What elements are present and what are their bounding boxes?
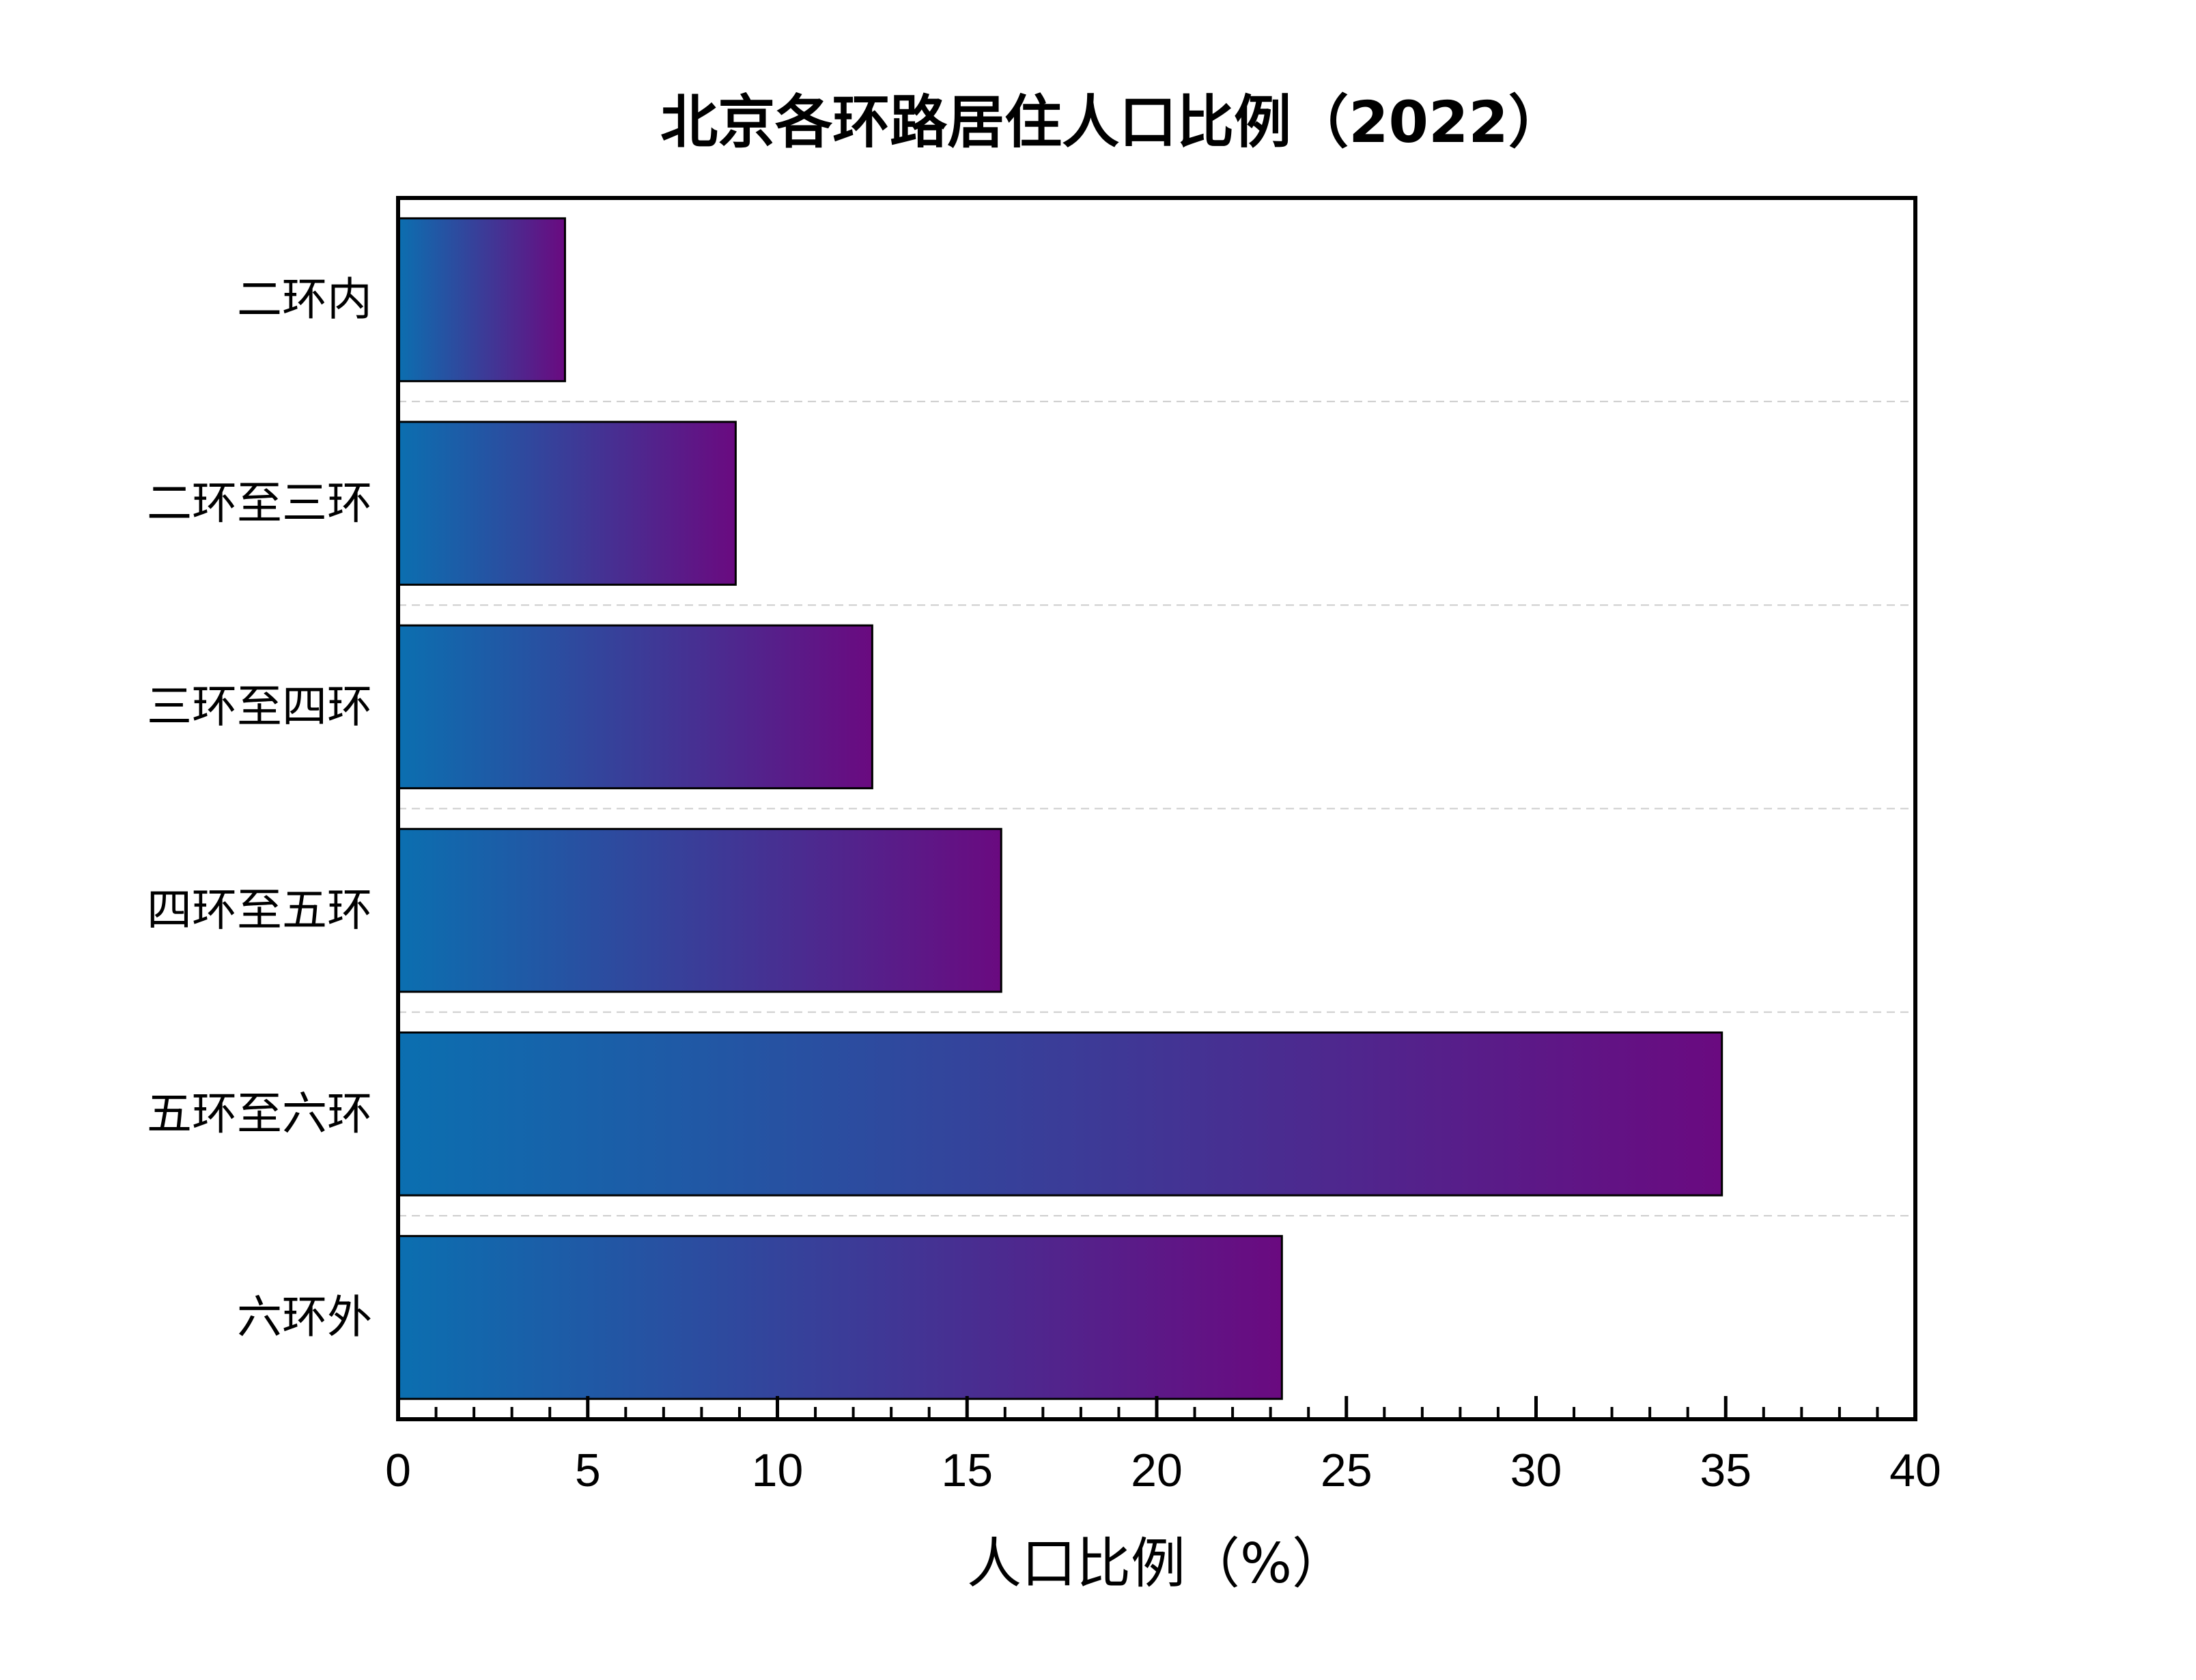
bar-1 (397, 421, 737, 586)
x-axis-ticks: 0 5 10 15 20 25 30 35 40 (385, 1396, 1941, 1496)
category-label: 六环外 (237, 1291, 372, 1343)
grid-lines (398, 401, 1915, 1216)
x-tick-label: 25 (1321, 1444, 1372, 1496)
x-tick-label: 35 (1700, 1444, 1751, 1496)
x-tick-label: 30 (1510, 1444, 1562, 1496)
bar-4 (397, 1031, 1723, 1197)
x-tick-label: 40 (1889, 1444, 1941, 1496)
bar-5 (397, 1235, 1283, 1400)
bars (397, 217, 1723, 1400)
x-tick-label: 20 (1131, 1444, 1183, 1496)
x-tick-label: 0 (385, 1444, 411, 1496)
category-label: 二环内 (237, 273, 372, 326)
x-tick-label: 5 (575, 1444, 601, 1496)
category-label: 四环至五环 (147, 884, 372, 937)
bar-3 (397, 827, 1002, 993)
category-label: 三环至四环 (147, 680, 372, 732)
x-tick-label: 10 (752, 1444, 804, 1496)
bar-2 (397, 624, 873, 790)
plot-frame (396, 196, 1917, 1421)
chart-title: 北京各环路居住人口比例（2022） (660, 89, 1566, 156)
x-tick-label: 15 (941, 1444, 993, 1496)
category-label: 二环至三环 (147, 476, 372, 529)
category-label: 五环至六环 (147, 1087, 372, 1140)
x-axis-title: 人口比例（%） (967, 1532, 1347, 1595)
bar-0 (397, 217, 566, 382)
